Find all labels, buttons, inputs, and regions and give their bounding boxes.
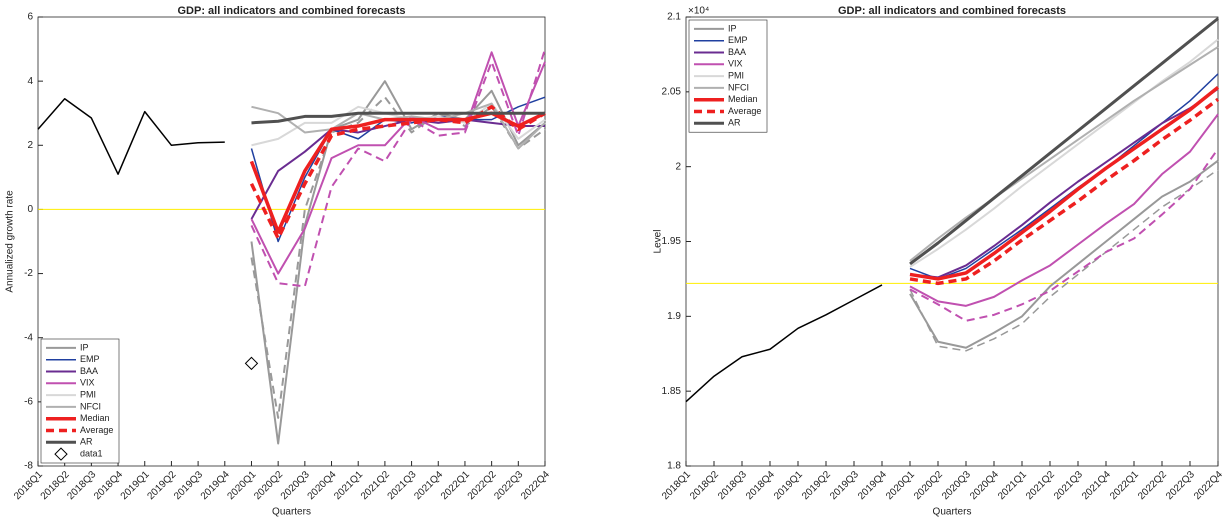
y-tick-label: 2: [675, 161, 681, 172]
series-line: [249, 111, 546, 234]
x-tick-label: 2019Q4: [856, 469, 889, 502]
legend-label: AR: [80, 437, 93, 447]
legend-label: Average: [80, 425, 113, 435]
series-line: [909, 46, 1219, 262]
x-tick-label: 2020Q1: [884, 469, 917, 502]
x-tick-label: 2020Q3: [940, 469, 973, 502]
legend-marker: [54, 447, 68, 461]
series-line: [909, 85, 1220, 281]
series-line: [250, 48, 546, 288]
legend-label: VIX: [728, 59, 743, 69]
x-tick-label: 2021Q1: [996, 469, 1029, 502]
x-tick-label: 2022Q1: [1108, 469, 1141, 502]
y-tick-label: 2: [27, 140, 33, 151]
legend-label: Average: [728, 106, 761, 116]
legend-label: IP: [728, 23, 737, 33]
x-axis-label: Quarters: [272, 507, 311, 517]
series-line: [685, 284, 883, 403]
y-tick-label: -8: [24, 461, 33, 472]
legend-label: EMP: [80, 354, 100, 364]
series-line: [909, 88, 1219, 279]
series-line: [909, 17, 1219, 266]
x-tick-label: 2019Q2: [800, 469, 833, 502]
x-tick-label: 2022Q4: [1192, 469, 1225, 502]
legend-label: Median: [80, 413, 110, 423]
y-tick-label: 4: [27, 76, 33, 87]
series-line: [909, 97, 1220, 286]
y-tick-label: -2: [24, 268, 33, 279]
legend-label: IP: [80, 342, 89, 352]
y-tick-label: 6: [27, 12, 33, 23]
y-axis-label: Level: [653, 230, 664, 254]
x-tick-label: 2021Q2: [1024, 469, 1057, 502]
x-tick-label: 2018Q1: [660, 469, 693, 502]
x-tick-label: 2022Q4: [519, 469, 552, 502]
series-line: [37, 98, 225, 175]
y-tick-label: 1.95: [662, 236, 682, 247]
x-tick-label: 2020Q4: [968, 469, 1001, 502]
series-line: [251, 111, 545, 125]
legend-label: PMI: [728, 70, 744, 80]
y-tick-label: 2.05: [662, 86, 682, 97]
series-line: [909, 73, 1219, 280]
y-axis-label: Annualized growth rate: [5, 190, 16, 293]
series-line: [909, 159, 1219, 349]
x-tick-label: 2021Q4: [1080, 469, 1113, 502]
legend-label: VIX: [80, 378, 95, 388]
x-tick-label: 2018Q3: [716, 469, 749, 502]
y-tick-label: 1.9: [667, 311, 681, 322]
plot-area: [37, 16, 546, 467]
series-line: [250, 80, 546, 445]
series-line: [249, 105, 546, 241]
legend-label: AR: [728, 118, 741, 128]
x-tick-label: 2018Q4: [744, 469, 777, 502]
legend-label: NFCI: [80, 401, 101, 411]
legend-label: data1: [80, 448, 103, 458]
chart-title: GDP: all indicators and combined forecas…: [178, 5, 406, 17]
legend-label: PMI: [80, 389, 96, 399]
x-tick-label: 2022Q2: [1136, 469, 1169, 502]
x-tick-label: 2018Q2: [688, 469, 721, 502]
x-tick-label: 2021Q3: [1052, 469, 1085, 502]
chart-title: GDP: all indicators and combined forecas…: [838, 5, 1066, 17]
series-line: [909, 148, 1219, 322]
y-tick-label: 2.1: [667, 12, 681, 23]
y-tick-label: 1.85: [662, 386, 682, 397]
x-tick-label: 2022Q3: [1164, 469, 1197, 502]
x-tick-label: 2020Q2: [912, 469, 945, 502]
x-tick-label: 2019Q1: [772, 469, 805, 502]
series-line: [909, 113, 1219, 307]
legend-label: EMP: [728, 35, 748, 45]
legend-label: Median: [728, 94, 758, 104]
series-line: [250, 118, 545, 220]
legend-label: NFCI: [728, 82, 749, 92]
series-line: [909, 38, 1219, 268]
y-tick-label: -6: [24, 396, 33, 407]
x-tick-label: 2019Q3: [828, 469, 861, 502]
y-tick-label: 0: [27, 204, 33, 215]
y-exponent: ×10⁴: [688, 6, 709, 17]
legend-label: BAA: [728, 47, 746, 57]
series-line: [250, 51, 546, 275]
y-tick-label: 1.8: [667, 461, 681, 472]
y-tick-label: -4: [24, 332, 33, 343]
legend-label: BAA: [80, 366, 98, 376]
x-axis-label: Quarters: [933, 507, 972, 517]
series-line: [909, 169, 1219, 352]
marker: [244, 356, 259, 371]
